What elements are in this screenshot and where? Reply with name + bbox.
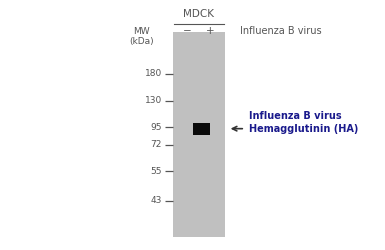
Text: 180: 180 bbox=[145, 69, 162, 78]
Text: −: − bbox=[183, 26, 192, 36]
Text: 130: 130 bbox=[145, 96, 162, 105]
Bar bbox=[173, 32, 225, 238]
Text: 95: 95 bbox=[151, 123, 162, 132]
Text: +: + bbox=[206, 26, 214, 36]
Text: MDCK: MDCK bbox=[183, 9, 214, 19]
Bar bbox=[192, 123, 210, 134]
Text: 43: 43 bbox=[151, 196, 162, 205]
Text: MW: MW bbox=[133, 27, 150, 36]
Text: (kDa): (kDa) bbox=[129, 36, 154, 46]
Text: 72: 72 bbox=[151, 140, 162, 149]
Text: Influenza B virus
Hemagglutinin (HA): Influenza B virus Hemagglutinin (HA) bbox=[249, 111, 358, 134]
Text: 55: 55 bbox=[151, 167, 162, 176]
Text: Influenza B virus: Influenza B virus bbox=[239, 26, 321, 36]
